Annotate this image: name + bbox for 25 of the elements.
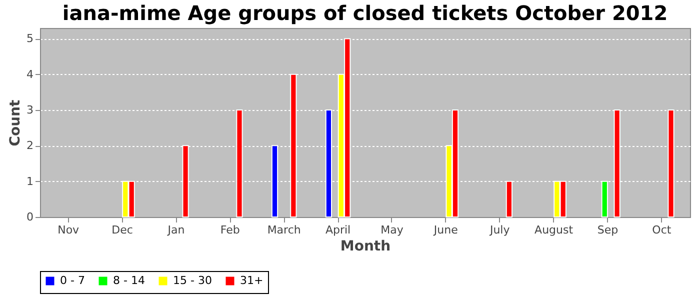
x-tick-label: Dec (112, 224, 133, 236)
legend-label: 31+ (240, 274, 264, 287)
x-tick-label: Nov (58, 224, 80, 236)
x-tick-label: June (432, 224, 458, 236)
y-tick-label: 2 (26, 139, 34, 152)
y-tick-label: 3 (26, 104, 34, 117)
y-tick-label: 4 (26, 68, 34, 81)
x-tick-label: August (534, 224, 574, 236)
y-axis-title: Count (8, 99, 24, 146)
x-tick-label: March (267, 224, 301, 236)
y-tick-label: 0 (26, 210, 34, 224)
x-tick-label: Oct (652, 224, 672, 236)
x-tick-label: May (380, 224, 404, 236)
legend-label: 0 - 7 (60, 274, 85, 287)
y-tick-label: 5 (26, 32, 34, 46)
x-tick-label: Sep (597, 224, 618, 236)
legend-label: 8 - 14 (113, 274, 145, 287)
chart-title: iana-mime Age groups of closed tickets October 2012 (62, 1, 668, 25)
x-tick-label: July (488, 224, 510, 236)
x-tick-label: April (325, 224, 351, 236)
x-tick-label: Feb (220, 224, 240, 236)
x-tick-label: Jan (166, 224, 185, 236)
legend-label: 15 - 30 (173, 274, 212, 287)
x-axis-title: Month (340, 238, 391, 254)
y-tick-label: 1 (26, 174, 34, 188)
